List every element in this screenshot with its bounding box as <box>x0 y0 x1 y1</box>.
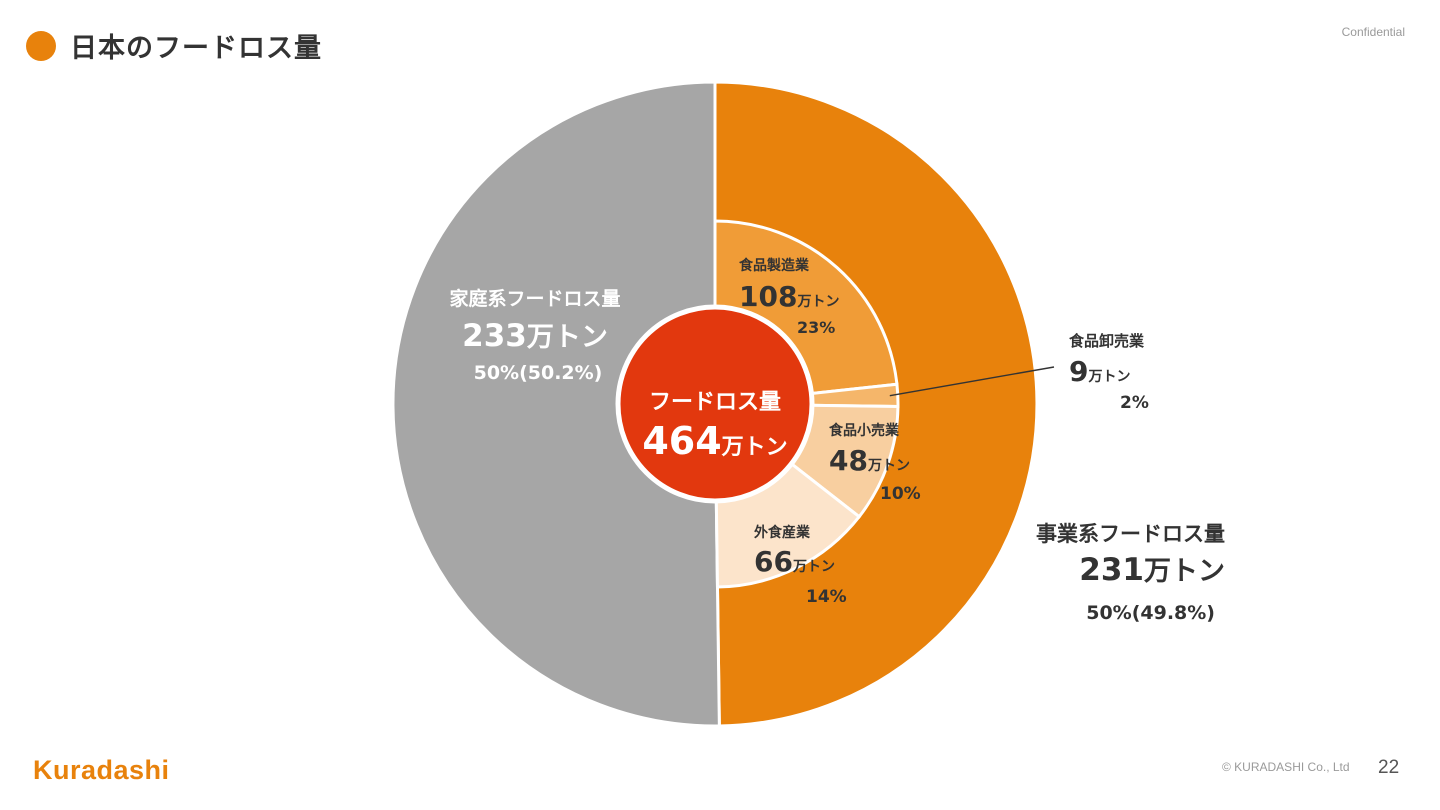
label-restaurant-percent: 14% <box>806 587 847 607</box>
label-household-value: 233万トン <box>462 318 608 354</box>
label-business-percent: 50%(49.8%) <box>1086 602 1215 624</box>
label-restaurant-value: 66万トン <box>754 545 835 578</box>
label-wholesale-percent: 2% <box>1120 393 1149 413</box>
label-restaurant-name: 外食産業 <box>754 524 811 541</box>
label-retail-percent: 10% <box>880 484 921 504</box>
center-value: 464万トン <box>642 419 787 463</box>
outer-slice-household <box>391 80 721 728</box>
page-number: 22 <box>1378 757 1400 778</box>
label-manufacturing-percent: 23% <box>797 318 835 337</box>
center-circle <box>615 304 815 504</box>
kuradashi-logo: Kuradashi <box>33 755 170 785</box>
label-retail-name: 食品小売業 <box>829 422 900 439</box>
page-title: 日本のフードロス量 <box>70 33 322 64</box>
label-wholesale-name: 食品卸売業 <box>1069 332 1145 350</box>
label-retail-value: 48万トン <box>829 444 910 477</box>
center-label: フードロス量 <box>649 390 781 415</box>
label-business-name: 事業系フードロス量 <box>1036 522 1225 546</box>
copyright: © KURADASHI Co., Ltd <box>1222 760 1350 774</box>
label-manufacturing-value: 108万トン <box>739 280 839 313</box>
title-bar: 日本のフードロス量 <box>26 26 322 65</box>
label-wholesale-value: 9万トン <box>1069 355 1130 388</box>
title-bullet-icon <box>26 30 56 61</box>
label-manufacturing-name: 食品製造業 <box>739 257 810 274</box>
leader-line-wholesale <box>889 366 1055 397</box>
label-business-value: 231万トン <box>1079 552 1225 588</box>
label-household-name: 家庭系フードロス量 <box>449 287 620 310</box>
confidential-label: Confidential <box>1341 25 1405 39</box>
label-household-percent: 50%(50.2%) <box>474 362 603 384</box>
chart-labels: 家庭系フードロス量 233万トン 50%(50.2%) 事業系フードロス量 231万トン… <box>449 257 1225 624</box>
